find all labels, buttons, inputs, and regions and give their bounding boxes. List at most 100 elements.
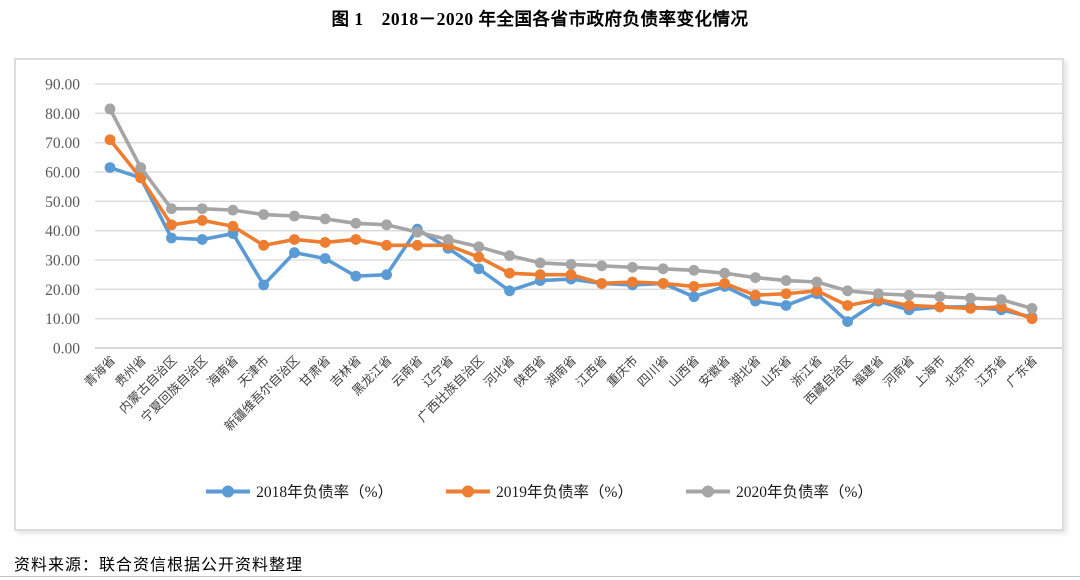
data-point-marker xyxy=(442,234,454,245)
legend-item-2019: 2019年负债率（%） xyxy=(445,480,633,502)
data-point-marker xyxy=(196,215,208,226)
x-axis-tick-label: 四川省 xyxy=(635,353,671,389)
data-point-marker xyxy=(166,203,177,215)
data-point-marker xyxy=(319,253,331,264)
data-point-marker xyxy=(995,294,1007,305)
data-point-marker xyxy=(596,278,608,289)
data-point-marker xyxy=(350,270,362,282)
data-point-marker xyxy=(411,226,423,238)
data-point-marker xyxy=(934,291,946,303)
data-point-marker xyxy=(534,257,546,269)
data-point-marker xyxy=(965,303,976,314)
x-axis-tick-label: 青海省 xyxy=(81,353,118,390)
y-axis-tick-label: 10.00 xyxy=(45,311,80,328)
x-axis-tick-label: 安徽省 xyxy=(696,353,733,390)
legend-label-2020: 2020年负债率（%） xyxy=(735,484,873,501)
series-line xyxy=(108,137,1034,321)
x-axis-tick-label: 湖北省 xyxy=(726,353,763,390)
chart-frame: 0.00 10.00 20.00 30.00 40.00 50.00 60.00 70.00 8… xyxy=(14,58,1064,531)
x-axis-tick-label: 甘肃省 xyxy=(297,353,333,389)
data-point-marker xyxy=(965,292,976,304)
x-axis-tick-label: 湖南省 xyxy=(542,353,579,390)
data-point-marker xyxy=(780,275,792,286)
data-point-marker xyxy=(258,279,270,291)
data-point-marker xyxy=(289,210,300,222)
data-point-marker xyxy=(258,239,270,251)
x-axis-tick-label: 广东省 xyxy=(1004,353,1040,389)
data-point-marker xyxy=(104,134,116,146)
y-axis-tick-label: 50.00 xyxy=(45,194,80,211)
data-point-marker xyxy=(903,289,915,301)
chart-legend: 2018年负债率（%） 2019年负债率（%） 2020年负债率（%） xyxy=(16,480,1062,502)
data-point-marker xyxy=(688,291,700,303)
legend-marker-2018-icon xyxy=(206,485,251,497)
data-point-marker xyxy=(473,251,485,263)
data-point-marker xyxy=(903,300,915,311)
data-point-marker xyxy=(565,259,577,270)
data-point-marker xyxy=(596,260,608,272)
data-point-marker xyxy=(258,209,270,220)
y-axis-tick-label: 0.00 xyxy=(53,341,80,358)
x-axis-tick-label: 海南省 xyxy=(204,353,241,390)
data-point-marker xyxy=(719,278,731,289)
data-point-marker xyxy=(811,276,823,288)
data-point-marker xyxy=(104,162,116,173)
legend-label-2018: 2018年负债率（%） xyxy=(256,484,394,501)
data-point-marker xyxy=(227,220,239,232)
data-point-marker xyxy=(780,300,792,311)
data-point-marker xyxy=(534,269,546,281)
data-point-marker xyxy=(750,289,761,301)
x-axis-tick-label: 江苏省 xyxy=(972,353,1009,390)
figure-title: 图 1 2018－2020 年全国各省市政府负债率变化情况 xyxy=(331,9,749,29)
data-point-marker xyxy=(381,219,392,231)
data-point-marker xyxy=(135,162,147,173)
y-axis-tick-label: 60.00 xyxy=(45,165,80,182)
x-axis-tick-label: 上海市 xyxy=(911,353,948,390)
data-point-marker xyxy=(719,267,731,279)
data-point-marker xyxy=(657,263,669,275)
data-point-marker xyxy=(504,250,515,261)
data-point-marker xyxy=(319,237,331,248)
series-line xyxy=(108,165,1034,324)
x-axis-tick-label: 陕西省 xyxy=(511,353,548,390)
data-point-marker xyxy=(104,103,116,115)
y-axis-tick-label: 90.00 xyxy=(45,77,80,94)
data-point-marker xyxy=(227,204,239,216)
y-axis-tick-label: 80.00 xyxy=(45,106,80,123)
data-point-marker xyxy=(289,247,300,259)
data-point-marker xyxy=(872,288,884,300)
data-point-marker xyxy=(289,234,300,245)
data-point-marker xyxy=(350,234,362,245)
y-axis-tick-label: 30.00 xyxy=(45,253,80,270)
data-point-marker xyxy=(811,285,823,297)
data-point-marker xyxy=(842,316,853,327)
data-point-marker xyxy=(411,239,423,251)
data-point-marker xyxy=(842,300,853,311)
data-point-marker xyxy=(135,172,147,184)
data-point-marker xyxy=(1026,313,1038,325)
y-axis-tick-label: 20.00 xyxy=(45,282,80,299)
data-point-marker xyxy=(504,285,515,297)
data-point-marker xyxy=(688,264,700,276)
data-point-marker xyxy=(842,285,853,297)
data-point-marker xyxy=(381,239,392,251)
data-point-marker xyxy=(657,278,669,289)
x-axis-tick-label: 北京市 xyxy=(942,353,979,390)
data-point-marker xyxy=(319,213,331,225)
line-chart: 0.00 10.00 20.00 30.00 40.00 50.00 60.00 70.00 8… xyxy=(45,77,1062,434)
x-axis-tick-label: 江西省 xyxy=(573,353,609,389)
x-axis-tick-label: 云南省 xyxy=(388,353,425,390)
data-point-marker xyxy=(473,241,485,253)
x-axis-tick-label: 山西省 xyxy=(666,353,702,389)
y-axis-tick-label: 40.00 xyxy=(45,223,80,240)
x-axis-tick-label: 河南省 xyxy=(880,353,917,390)
x-axis-tick-label: 福建省 xyxy=(849,353,886,390)
x-axis-tick-label: 重庆市 xyxy=(603,353,640,390)
data-point-marker xyxy=(381,269,392,281)
data-point-marker xyxy=(627,276,638,288)
data-point-marker xyxy=(750,272,761,283)
data-point-marker xyxy=(504,267,515,279)
x-axis-tick-label: 河北省 xyxy=(481,353,517,389)
data-point-marker xyxy=(780,288,792,300)
